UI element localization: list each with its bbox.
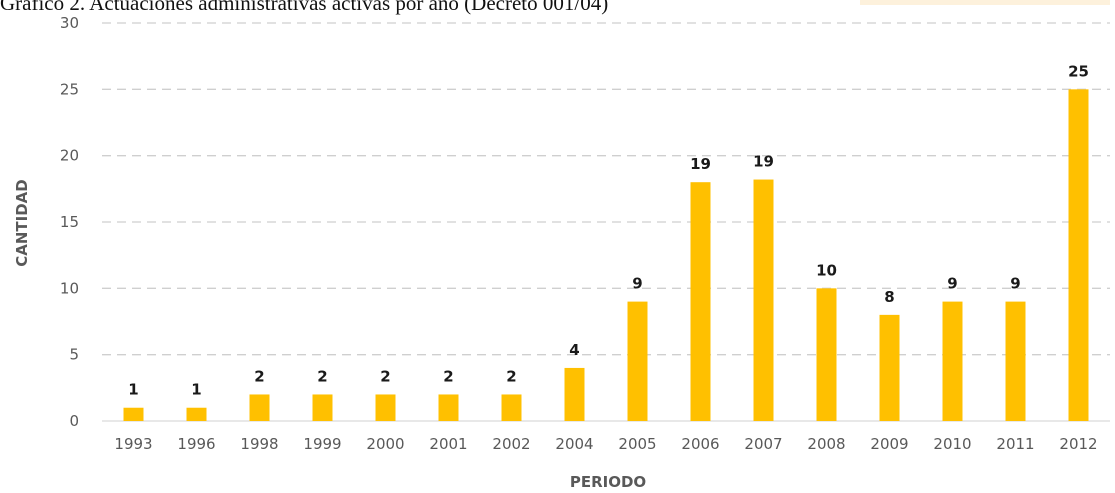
bar-1996 [186,407,207,421]
y-tick-label: 30 [60,14,79,32]
data-label-2010: 9 [947,275,957,293]
bars [123,89,1089,421]
x-tick-label-2009: 2009 [870,435,908,453]
data-label-2004: 4 [569,341,579,359]
x-tick-label-2004: 2004 [555,435,593,453]
bar-2009 [879,314,900,421]
x-tick-label-1999: 1999 [303,435,341,453]
bar-2002 [501,394,522,421]
y-tick-label: 10 [60,279,79,297]
x-tick-label-1993: 1993 [114,435,152,453]
bar-2006 [690,182,711,421]
data-label-2006: 19 [690,155,711,173]
bar-2010 [942,301,963,421]
y-axis-title: CANTIDAD [13,179,31,267]
bar-1998 [249,394,270,421]
data-label-1993: 1 [128,381,138,399]
y-tick-label: 0 [69,412,79,430]
bar-2008 [816,288,837,421]
y-tick-label: 15 [60,213,79,231]
x-tick-label-2011: 2011 [996,435,1034,453]
data-label-2005: 9 [632,275,642,293]
y-tick-label: 5 [69,346,79,364]
data-label-2012: 25 [1068,62,1089,80]
x-tick-label-2007: 2007 [744,435,782,453]
bar-2001 [438,394,459,421]
chart-caption: Gráfico 2. Actuaciones administrativas a… [0,0,1115,15]
y-tick-label: 25 [60,80,79,98]
data-labels: 1 1 2 2 2 2 2 4 9 19 19 10 8 9 9 25 [128,62,1089,398]
bar-2011 [1005,301,1026,421]
x-tick-label-2005: 2005 [618,435,656,453]
x-axis-title: PERIODO [570,473,646,491]
bar-2012 [1068,89,1089,421]
x-tick-label-2000: 2000 [366,435,404,453]
data-label-2000: 2 [380,367,390,385]
x-tick-label-2006: 2006 [681,435,719,453]
data-label-2002: 2 [506,367,516,385]
x-tick-label-1996: 1996 [177,435,215,453]
bar-1993 [123,407,144,421]
bar-2005 [627,301,648,421]
chart-caption-text: Gráfico 2. Actuaciones administrativas a… [0,0,609,15]
data-label-2001: 2 [443,367,453,385]
data-label-1996: 1 [191,381,201,399]
data-label-2008: 10 [816,261,837,279]
x-tick-label-2001: 2001 [429,435,467,453]
bar-2000 [375,394,396,421]
data-label-2011: 9 [1010,275,1020,293]
bar-1999 [312,394,333,421]
y-tick-label: 20 [60,147,79,165]
x-axis-ticks: 1993 1996 1998 1999 2000 2001 2002 2004 2005 2006… [114,435,1097,453]
caption-highlight [860,0,1110,5]
y-axis-ticks: 0 5 10 15 20 25 30 [60,14,79,430]
data-label-2009: 8 [884,288,894,306]
x-tick-label-2010: 2010 [933,435,971,453]
bar-2004 [564,367,585,421]
x-tick-label-2002: 2002 [492,435,530,453]
gridlines [102,22,1110,422]
x-tick-label-2008: 2008 [807,435,845,453]
data-label-1998: 2 [254,367,264,385]
x-tick-label-2012: 2012 [1059,435,1097,453]
data-label-2007: 19 [753,153,774,171]
bar-2007 [753,179,774,421]
data-label-1999: 2 [317,367,327,385]
x-tick-label-1998: 1998 [240,435,278,453]
